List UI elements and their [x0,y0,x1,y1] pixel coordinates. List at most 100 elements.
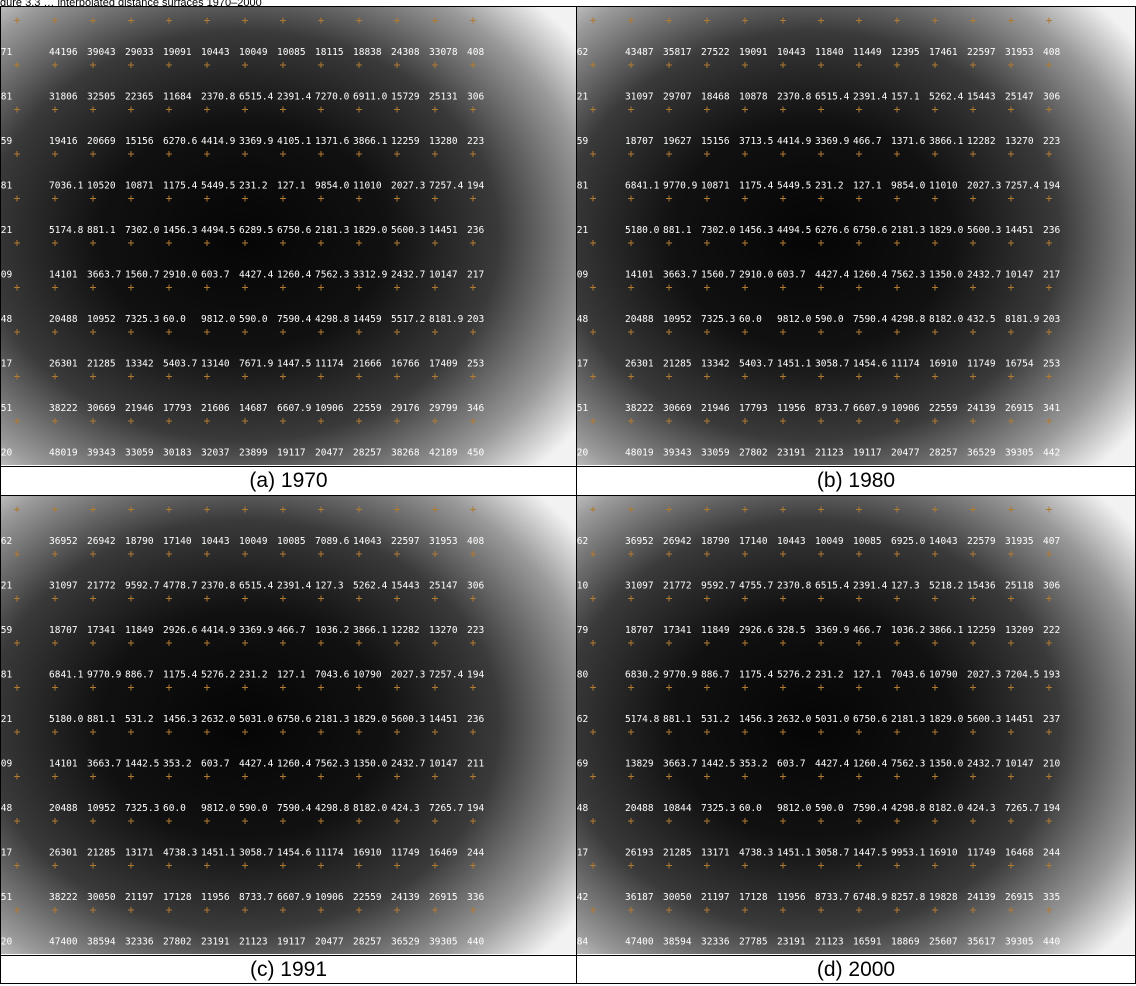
grid-value-label: 603.7 [201,270,230,281]
grid-point-marker [394,195,400,202]
grid-point-marker [894,284,900,291]
grid-point-marker [52,773,58,780]
grid-point-marker [128,729,134,735]
grid-value-label: 15156 [701,136,730,147]
grid-value-label: 590.0 [815,314,844,325]
grid-value-label: 7325.3 [125,803,159,814]
grid-value-label: 6607.9 [277,892,312,903]
grid-point-marker [166,729,172,735]
grid-point-marker [356,595,362,602]
grid-point-marker [666,551,672,557]
grid-point-marker [242,106,248,113]
grid-value-label: 2181.3 [315,714,349,725]
grid-point-marker [128,684,134,691]
grid-value-label: 26193 [625,848,654,859]
grid-point-marker [818,907,824,913]
grid-point-marker [432,17,438,24]
grid-value-label: 11749 [967,848,996,859]
grid-point-marker [1046,17,1052,24]
grid-value-label: 3369.9 [239,625,274,636]
grid-value-label: 8182.0 [929,803,964,814]
grid-value-label: 8733.7 [815,892,849,903]
grid-value-label: 603.7 [777,759,806,770]
grid-value-label: 21606 [201,403,230,414]
grid-point-marker [470,17,476,24]
grid-point-marker [970,240,976,246]
grid-point-marker [628,195,634,202]
grid-point-marker [128,551,134,557]
grid-value-label: 1560.7 [701,270,735,281]
grid-value-label: 6515.4 [239,92,274,103]
grid-point-marker [932,506,938,513]
grid-value-label: 3663.7 [663,270,697,281]
grid-value-label: 4414.9 [777,136,812,147]
grid-point-marker [204,17,210,24]
grid-value-label: 6750.6 [853,225,888,236]
grid-value-label: 60.0 [739,803,762,814]
grid-point-marker [590,729,596,735]
grid-value-label: 27785 [739,937,768,948]
grid-point-marker [628,595,634,602]
grid-value-label: 562 [577,536,588,547]
grid-point-marker [14,284,20,291]
grid-value-label: 9812.0 [201,803,236,814]
grid-value-label: 379 [577,625,588,636]
grid-point-marker [470,284,476,291]
grid-point-marker [704,195,710,202]
grid-value-label: 8257.8 [891,892,926,903]
grid-point-marker [704,640,710,646]
grid-point-marker [166,240,172,246]
grid-value-label: 6276.6 [815,225,850,236]
grid-value-label: 18707 [625,136,654,147]
grid-value-label: 9812.0 [777,314,812,325]
grid-point-marker [14,818,20,824]
grid-value-label: 2910.0 [163,270,198,281]
grid-point-marker [628,551,634,557]
grid-point-marker [318,62,324,68]
grid-value-label: 236 [1043,225,1060,236]
grid-point-marker [780,17,786,24]
grid-value-label: 19416 [49,136,78,147]
grid-value-label: 35617 [967,937,996,948]
grid-point-marker [932,907,938,913]
grid-point-marker [856,729,862,735]
grid-value-label: 1260.4 [277,759,312,770]
grid-value-label: 27522 [701,47,730,58]
grid-value-label: 2027.3 [967,670,1001,681]
grid-value-label: 23191 [777,448,806,459]
grid-value-label: 071 [1,47,12,58]
grid-point-marker [52,818,58,824]
grid-value-label: 466.7 [853,136,882,147]
grid-point-marker [742,106,748,113]
grid-value-label: 24139 [967,892,996,903]
grid-point-marker [470,151,476,157]
grid-point-marker [1008,106,1014,113]
grid-value-label: 531.2 [125,714,154,725]
grid-value-label: 16754 [1005,359,1034,370]
grid-point-marker [432,773,438,780]
grid-point-marker [394,62,400,68]
grid-point-marker [280,418,286,424]
grid-point-marker [970,818,976,824]
grid-value-label: 11956 [201,892,230,903]
grid-value-label: 5600.3 [391,714,425,725]
grid-point-marker [742,240,748,246]
grid-value-label: 424.3 [967,803,996,814]
grid-point-marker [166,907,172,913]
grid-value-label: 1350.0 [929,759,964,770]
grid-value-label: 21197 [701,892,730,903]
grid-value-label: 517 [1,848,12,859]
grid-value-label: 4778.7 [163,581,197,592]
grid-point-marker [666,595,672,602]
grid-value-label: 16591 [853,937,882,948]
grid-point-marker [856,151,862,157]
grid-value-label: 203 [467,314,484,325]
grid-value-label: 948 [577,314,588,325]
grid-point-marker [1046,373,1052,380]
grid-value-label: 13280 [429,136,458,147]
grid-point-marker [780,329,786,335]
grid-value-label: 4738.3 [163,848,197,859]
grid-point-marker [356,862,362,869]
grid-value-label: 5174.8 [625,714,660,725]
surface-svg: 562 43487 35817 27522 19091 10443 11840 11449 12… [577,7,1135,465]
